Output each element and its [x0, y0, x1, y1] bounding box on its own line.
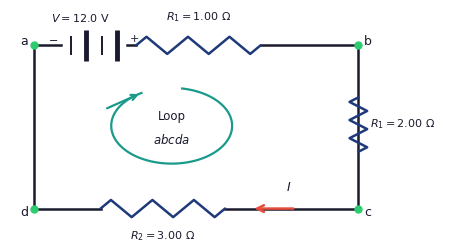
Text: $+$: $+$: [129, 33, 139, 44]
Text: $abcda$: $abcda$: [153, 133, 190, 147]
Text: c: c: [364, 206, 371, 219]
Text: $R_1 = 1.00\ \Omega$: $R_1 = 1.00\ \Omega$: [166, 11, 231, 24]
Text: $V = 12.0\ \mathrm{V}$: $V = 12.0\ \mathrm{V}$: [51, 12, 110, 24]
Text: $-$: $-$: [49, 34, 59, 44]
Text: $R_2 = 3.00\ \Omega$: $R_2 = 3.00\ \Omega$: [130, 230, 195, 243]
Text: $I$: $I$: [286, 181, 291, 194]
Text: Loop: Loop: [158, 110, 186, 123]
Text: $R_1 = 2.00\ \Omega$: $R_1 = 2.00\ \Omega$: [370, 118, 435, 131]
Text: d: d: [20, 206, 28, 219]
Text: b: b: [364, 35, 372, 48]
Text: a: a: [20, 35, 28, 48]
